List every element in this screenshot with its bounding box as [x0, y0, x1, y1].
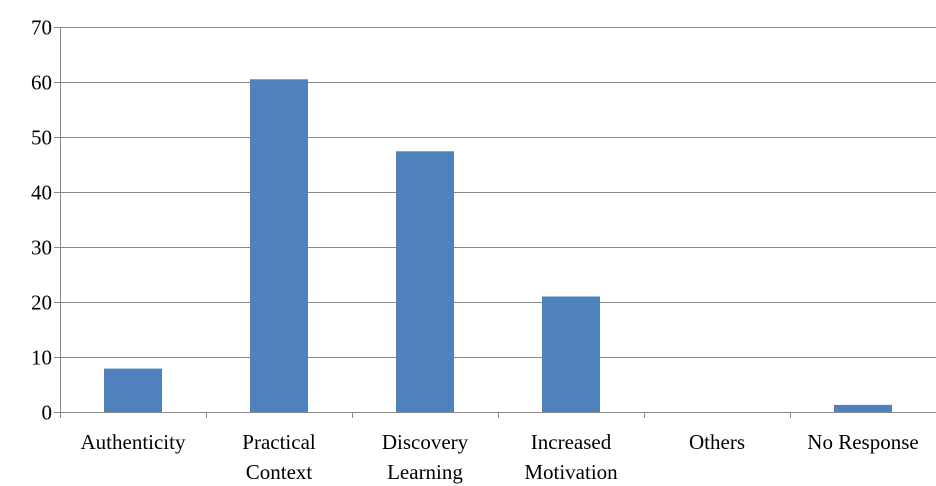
bar-authenticity: [104, 368, 162, 412]
y-tick-label-40: 40: [31, 181, 52, 205]
bar-layer: [104, 79, 892, 413]
grid-layer: [60, 27, 936, 358]
x-category-label: Practical: [242, 430, 316, 454]
x-category-label: Authenticity: [81, 430, 186, 454]
axis-layer: [54, 27, 936, 418]
bar-practical-context: [250, 79, 308, 413]
bar-discovery-learning: [396, 151, 454, 413]
y-tick-label-10: 10: [31, 346, 52, 370]
y-tick-label-0: 0: [42, 401, 53, 425]
y-tick-label-30: 30: [31, 236, 52, 260]
y-tick-label-50: 50: [31, 126, 52, 150]
y-tick-label-60: 60: [31, 71, 52, 95]
bar-no-response: [834, 404, 892, 412]
x-category-label: Motivation: [524, 460, 618, 484]
label-layer: 0 10 20 30 40 50 60 70 Authenticity Practical Cont…: [31, 16, 919, 485]
x-category-label: Discovery: [382, 430, 469, 454]
x-category-label: Increased: [531, 430, 612, 454]
y-tick-label-20: 20: [31, 291, 52, 315]
x-category-label: No Response: [807, 430, 918, 454]
bar-increased-motivation: [542, 296, 600, 412]
x-category-label: Context: [246, 460, 313, 484]
y-tick-label-70: 70: [31, 16, 52, 40]
x-category-label: Others: [689, 430, 745, 454]
x-category-label: Learning: [387, 460, 463, 484]
